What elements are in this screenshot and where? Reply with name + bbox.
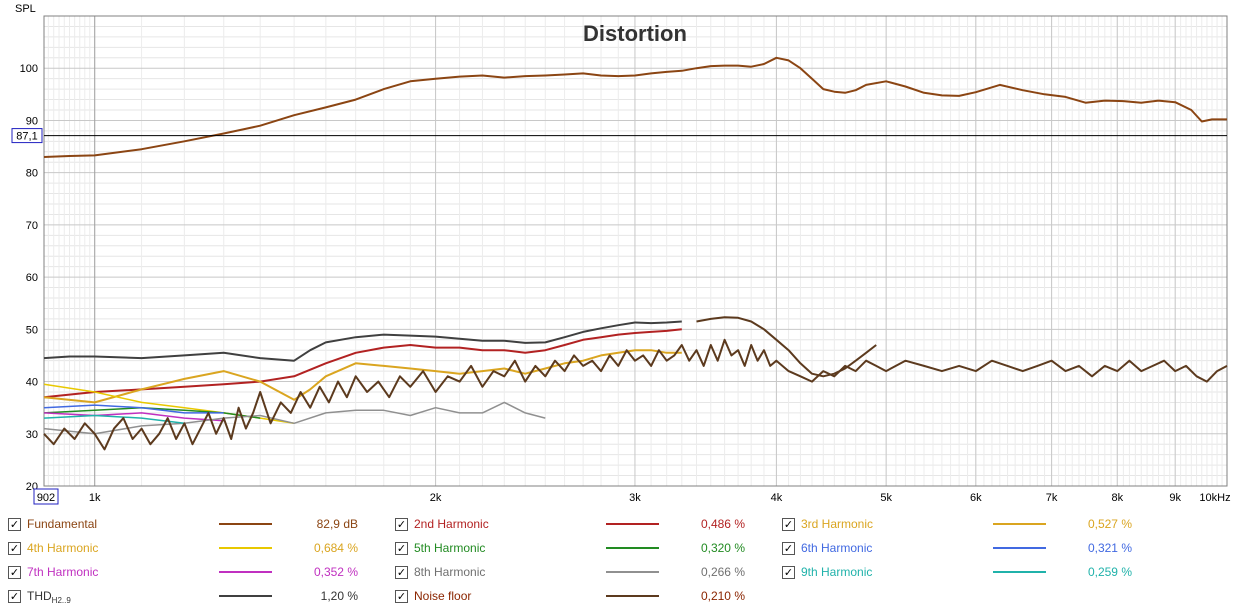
x-tick-label: 3k bbox=[629, 492, 641, 504]
x-tick-label: 9k bbox=[1169, 492, 1181, 504]
legend-label: Fundamental bbox=[27, 517, 98, 531]
series-line-fundamental bbox=[43, 56, 1227, 158]
x-tick-label: 7k bbox=[1046, 492, 1058, 504]
chart-title: Distortion bbox=[583, 21, 687, 46]
series-line-5th-harmonic bbox=[43, 406, 261, 419]
cursor-x-readout-text: 902 bbox=[37, 492, 55, 504]
series-line-2nd-harmonic bbox=[43, 328, 682, 399]
legend-label: 8th Harmonic bbox=[414, 565, 486, 579]
legend-label: 9th Harmonic bbox=[801, 565, 873, 579]
series-line-noise-floor-upper bbox=[696, 316, 877, 378]
legend-checkbox[interactable]: ✓ bbox=[782, 518, 795, 531]
legend-label: 2nd Harmonic bbox=[414, 517, 489, 531]
legend-checkbox[interactable]: ✓ bbox=[395, 518, 408, 531]
legend-item-8th-harmonic: ✓ 8th Harmonic 0,266 % bbox=[395, 562, 755, 582]
x-tick-label: 4k bbox=[771, 492, 783, 504]
legend-item-noise-floor: ✓ Noise floor 0,210 % bbox=[395, 586, 755, 606]
legend-swatch bbox=[606, 571, 659, 573]
legend-checkbox[interactable]: ✓ bbox=[8, 590, 21, 603]
legend-swatch bbox=[219, 547, 272, 549]
legend-value: 1,20 % bbox=[320, 589, 358, 603]
legend-swatch bbox=[606, 547, 659, 549]
legend-label: 6th Harmonic bbox=[801, 541, 873, 555]
legend-checkbox[interactable]: ✓ bbox=[8, 518, 21, 531]
x-tick-label: 10kHz bbox=[1199, 492, 1230, 504]
series-line-thd bbox=[43, 320, 682, 362]
x-tick-label: 5k bbox=[880, 492, 892, 504]
legend-value: 0,321 % bbox=[1087, 541, 1132, 555]
y-tick-label: 90 bbox=[26, 115, 38, 127]
legend-label: 3rd Harmonic bbox=[801, 517, 874, 531]
y-tick-label: 50 bbox=[26, 324, 38, 336]
legend-value: 82,9 dB bbox=[316, 517, 358, 531]
cursor-x-readout[interactable]: 902 bbox=[33, 488, 59, 505]
x-tick-label: 2k bbox=[430, 492, 442, 504]
legend-checkbox[interactable]: ✓ bbox=[395, 590, 408, 603]
legend-item-5th-harmonic: ✓ 5th Harmonic 0,320 % bbox=[395, 538, 755, 558]
legend-checkbox[interactable]: ✓ bbox=[395, 566, 408, 579]
series-line-7th-harmonic bbox=[43, 412, 224, 422]
y-axis-label: SPL bbox=[15, 3, 36, 15]
legend-item-7th-harmonic: ✓ 7th Harmonic 0,352 % bbox=[8, 562, 368, 582]
legend-item-9th-harmonic: ✓ 9th Harmonic 0,259 % bbox=[782, 562, 1142, 582]
series-line-noise-floor bbox=[43, 338, 1228, 451]
legend-item-6th-harmonic: ✓ 6th Harmonic 0,321 % bbox=[782, 538, 1142, 558]
y-tick-label: 70 bbox=[26, 220, 38, 232]
legend-label: 4th Harmonic bbox=[27, 541, 99, 555]
legend-item-3rd-harmonic: ✓ 3rd Harmonic 0,527 % bbox=[782, 514, 1142, 534]
legend-swatch bbox=[993, 547, 1046, 549]
legend-checkbox[interactable]: ✓ bbox=[782, 542, 795, 555]
legend-item-2nd-harmonic: ✓ 2nd Harmonic 0,486 % bbox=[395, 514, 755, 534]
legend-value: 0,320 % bbox=[700, 541, 745, 555]
y-tick-label: 80 bbox=[26, 168, 38, 180]
x-axis-ticks: 1k 2k 3k 4k 5k 6k 7k 8k 9k 10kHz bbox=[89, 492, 1231, 504]
y-tick-label: 40 bbox=[26, 377, 38, 389]
legend-swatch bbox=[993, 571, 1046, 573]
legend-label-subscript: H2..9 bbox=[51, 596, 71, 605]
series-layer bbox=[43, 56, 1228, 451]
legend-item-4th-harmonic: ✓ 4th Harmonic 0,684 % bbox=[8, 538, 368, 558]
legend-swatch bbox=[606, 523, 659, 525]
legend-item-fundamental: ✓ Fundamental 82,9 dB bbox=[8, 514, 368, 534]
legend-label: 5th Harmonic bbox=[414, 541, 486, 555]
x-tick-label: 6k bbox=[970, 492, 982, 504]
series-line-3rd-harmonic bbox=[43, 349, 682, 404]
legend-value: 0,259 % bbox=[1087, 565, 1132, 579]
cursor-y-readout[interactable]: 87,1 bbox=[11, 128, 43, 144]
legend-checkbox[interactable]: ✓ bbox=[8, 566, 21, 579]
legend-value: 0,210 % bbox=[700, 589, 745, 603]
legend-item-thd: ✓ THDH2..9 1,20 % bbox=[8, 586, 368, 606]
legend-checkbox[interactable]: ✓ bbox=[395, 542, 408, 555]
cursor-y-readout-text: 87,1 bbox=[16, 131, 37, 143]
y-tick-label: 30 bbox=[26, 429, 38, 441]
legend-checkbox[interactable]: ✓ bbox=[8, 542, 21, 555]
plot-area[interactable] bbox=[43, 15, 1228, 487]
legend-label: THDH2..9 bbox=[27, 589, 71, 605]
x-tick-label: 1k bbox=[89, 492, 101, 504]
series-line-9th-harmonic bbox=[43, 414, 185, 425]
y-tick-label: 60 bbox=[26, 272, 38, 284]
legend-label: 7th Harmonic bbox=[27, 565, 99, 579]
legend-label: Noise floor bbox=[414, 589, 472, 603]
legend-swatch bbox=[219, 523, 272, 525]
legend-value: 0,266 % bbox=[700, 565, 745, 579]
legend-checkbox[interactable]: ✓ bbox=[782, 566, 795, 579]
legend-value: 0,486 % bbox=[700, 517, 745, 531]
legend-value: 0,527 % bbox=[1087, 517, 1132, 531]
legend-value: 0,352 % bbox=[313, 565, 358, 579]
series-line-6th-harmonic bbox=[43, 404, 224, 414]
legend-value: 0,684 % bbox=[313, 541, 358, 555]
legend: ✓ Fundamental 82,9 dB ✓ 2nd Harmonic 0,486 % ✓… bbox=[0, 510, 1248, 615]
legend-swatch bbox=[606, 595, 659, 597]
x-tick-label: 8k bbox=[1111, 492, 1123, 504]
legend-swatch bbox=[219, 595, 272, 597]
legend-swatch bbox=[219, 571, 272, 573]
y-tick-label: 100 bbox=[20, 63, 38, 75]
legend-swatch bbox=[993, 523, 1046, 525]
